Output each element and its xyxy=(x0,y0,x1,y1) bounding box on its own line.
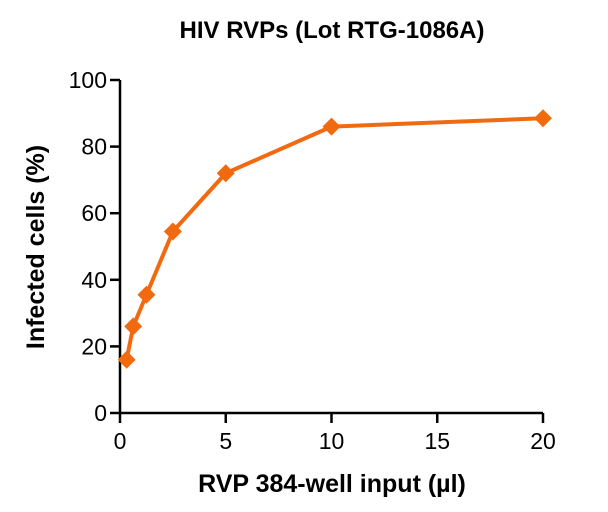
data-point xyxy=(137,285,156,304)
data-point xyxy=(216,164,235,183)
x-axis: 0 5 10 15 20 xyxy=(114,411,556,454)
x-tick-label: 5 xyxy=(219,428,232,454)
x-ticks: 0 5 10 15 20 xyxy=(114,413,556,454)
data-point xyxy=(322,117,341,136)
x-tick-label: 10 xyxy=(319,428,345,454)
x-tick-label: 15 xyxy=(424,428,450,454)
y-tick-label: 60 xyxy=(81,200,107,226)
data-point xyxy=(163,222,182,241)
y-axis: 0 20 40 60 80 100 xyxy=(69,67,122,426)
y-tick-label: 80 xyxy=(81,134,107,160)
y-tick-label: 40 xyxy=(81,267,107,293)
series-layer xyxy=(117,109,552,369)
data-point xyxy=(534,109,552,128)
y-ticks: 0 20 40 60 80 100 xyxy=(69,67,120,426)
data-point xyxy=(117,350,136,369)
data-point xyxy=(124,317,143,336)
x-axis-label: RVP 384-well input (µl) xyxy=(198,470,466,498)
y-tick-label: 0 xyxy=(94,400,107,426)
y-axis-label: Infected cells (%) xyxy=(22,145,50,349)
y-tick-label: 100 xyxy=(69,67,107,93)
x-tick-label: 20 xyxy=(530,428,556,454)
y-tick-label: 20 xyxy=(81,333,107,359)
chart-title: HIV RVPs (Lot RTG-1086A) xyxy=(180,17,485,44)
x-tick-label: 0 xyxy=(114,428,127,454)
series-line xyxy=(124,116,544,361)
